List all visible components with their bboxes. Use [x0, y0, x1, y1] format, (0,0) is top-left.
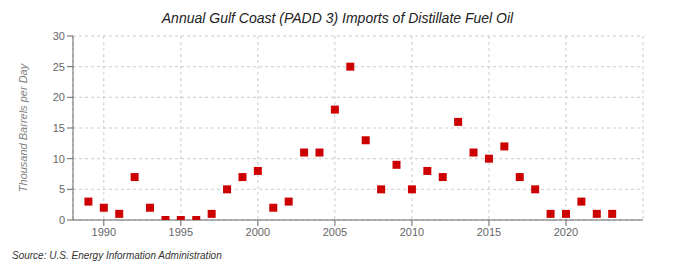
- svg-text:30: 30: [53, 30, 65, 42]
- svg-text:1990: 1990: [92, 226, 116, 238]
- svg-text:1995: 1995: [169, 226, 193, 238]
- svg-text:2010: 2010: [400, 226, 424, 238]
- svg-text:15: 15: [53, 122, 65, 134]
- svg-text:2020: 2020: [554, 226, 578, 238]
- svg-text:Thousand Barrels per Day: Thousand Barrels per Day: [17, 62, 29, 192]
- svg-text:2000: 2000: [246, 226, 270, 238]
- svg-text:10: 10: [53, 153, 65, 165]
- svg-text:2015: 2015: [477, 226, 501, 238]
- svg-text:20: 20: [53, 91, 65, 103]
- html-text:Annual Gulf Coast (PADD 3) Imp: Annual Gulf Coast (PADD 3) Imports of Di…: [161, 10, 514, 26]
- svg-text:5: 5: [59, 183, 65, 195]
- svg-text:2005: 2005: [323, 226, 347, 238]
- html-text:Source: U.S. Energy Informatio: Source: U.S. Energy Information Administ…: [12, 250, 222, 261]
- svg-text:0: 0: [59, 214, 65, 226]
- svg-text:25: 25: [53, 61, 65, 73]
